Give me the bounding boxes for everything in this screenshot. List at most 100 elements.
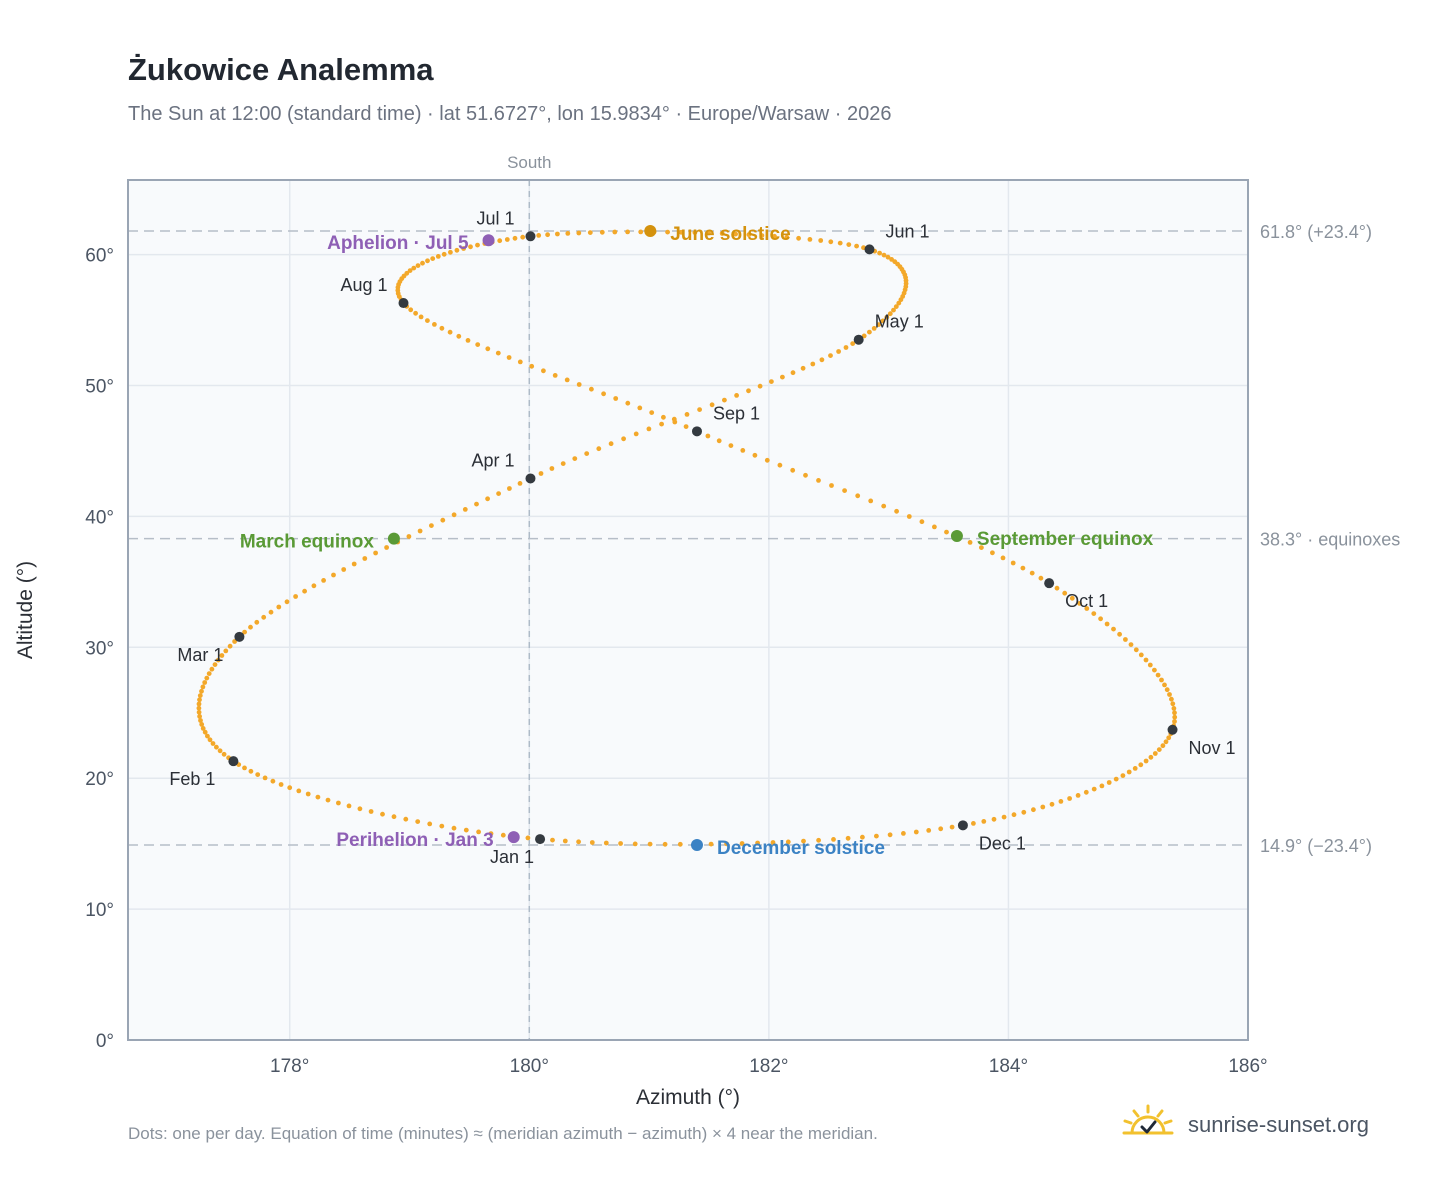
daily-dot xyxy=(926,828,932,833)
daily-dot xyxy=(757,383,763,389)
daily-dot xyxy=(647,841,653,847)
daily-dot xyxy=(336,800,341,806)
daily-dot xyxy=(1106,780,1112,785)
month-label: Aug 1 xyxy=(340,275,387,295)
daily-dot xyxy=(638,229,644,235)
daily-dot xyxy=(1038,575,1044,581)
daily-dot xyxy=(885,254,891,260)
daily-dot xyxy=(1029,570,1035,576)
daily-dot xyxy=(819,357,825,363)
chart-title: Żukowice Analemma xyxy=(128,52,434,87)
daily-dot xyxy=(474,501,479,507)
daily-dot xyxy=(1172,710,1177,716)
daily-dot xyxy=(881,503,887,509)
daily-dot xyxy=(538,471,544,476)
daily-dot xyxy=(1031,807,1036,813)
daily-dot xyxy=(589,840,595,845)
daily-dot xyxy=(672,419,678,425)
month-marker xyxy=(234,631,245,642)
event-label: March equinox xyxy=(240,532,375,553)
brand[interactable]: sunrise-sunset.org xyxy=(1120,1100,1369,1150)
daily-dot xyxy=(1138,652,1144,658)
daily-dot xyxy=(287,785,293,791)
daily-dot xyxy=(1143,758,1149,764)
daily-dot xyxy=(425,258,430,264)
daily-dot xyxy=(1010,560,1016,566)
daily-dot xyxy=(746,232,752,238)
daily-dot xyxy=(746,388,751,394)
daily-dot xyxy=(603,840,609,846)
footnote: Dots: one per day. Equation of time (min… xyxy=(128,1124,878,1143)
daily-dot xyxy=(497,238,503,244)
daily-dot xyxy=(465,338,471,343)
plot-border xyxy=(127,179,1249,1041)
daily-dot xyxy=(662,841,668,847)
daily-dot xyxy=(380,811,385,817)
y-tick-label: 0° xyxy=(96,1031,114,1052)
daily-dot xyxy=(665,229,670,235)
daily-dot xyxy=(816,478,821,483)
month-marker xyxy=(853,334,864,345)
daily-dot xyxy=(278,782,284,787)
daily-dot xyxy=(196,709,202,715)
daily-dot xyxy=(362,556,368,561)
daily-dot xyxy=(1120,773,1126,778)
y-tick-label: 60° xyxy=(85,246,114,267)
daily-dot xyxy=(601,391,606,397)
daily-dot xyxy=(913,829,919,835)
daily-dot xyxy=(341,567,347,572)
daily-dot xyxy=(1020,565,1026,571)
daily-dot xyxy=(790,370,796,376)
daily-dot xyxy=(850,341,856,346)
event-marker xyxy=(690,838,703,851)
month-marker xyxy=(1167,724,1178,735)
x-tick-label: 182° xyxy=(749,1056,788,1077)
daily-dot xyxy=(613,396,619,401)
daily-dot xyxy=(1132,766,1138,771)
daily-dot xyxy=(242,765,247,771)
daily-dot xyxy=(373,550,378,556)
daily-dot xyxy=(1069,595,1075,601)
reference-label: 61.8° (+23.4°) xyxy=(1260,222,1372,242)
daily-dot xyxy=(411,265,417,271)
chart-subtitle: The Sun at 12:00 (standard time) · lat 5… xyxy=(128,103,892,125)
daily-dot xyxy=(677,841,683,847)
daily-dot xyxy=(901,831,906,836)
daily-dot xyxy=(199,722,205,727)
daily-dot xyxy=(202,729,208,735)
daily-dot xyxy=(1091,786,1097,792)
daily-dot xyxy=(198,718,203,723)
daily-dot xyxy=(1169,696,1174,702)
daily-dot xyxy=(784,234,790,240)
daily-dot xyxy=(967,540,973,545)
daily-dot xyxy=(488,831,494,836)
daily-dot xyxy=(415,263,421,268)
daily-dot xyxy=(818,238,824,243)
daily-dot xyxy=(357,806,363,812)
x-tick-label: 178° xyxy=(270,1056,309,1077)
daily-dot xyxy=(576,230,582,236)
month-label: Jan 1 xyxy=(490,847,534,867)
x-axis-title: Azimuth (°) xyxy=(636,1086,740,1109)
daily-dot xyxy=(1133,647,1139,653)
daily-dot xyxy=(697,407,702,412)
daily-dot xyxy=(262,775,268,781)
daily-dot xyxy=(565,231,571,236)
daily-dot xyxy=(214,744,219,750)
daily-dot xyxy=(311,583,317,589)
daily-dot xyxy=(200,726,206,731)
daily-dot xyxy=(708,841,714,847)
daily-dot xyxy=(432,322,437,327)
daily-dot xyxy=(1152,667,1157,673)
daily-dot xyxy=(197,697,202,703)
event-label: September equinox xyxy=(977,529,1154,550)
daily-dot xyxy=(315,794,321,800)
daily-dot xyxy=(739,841,745,846)
daily-dot xyxy=(1091,611,1097,616)
brand-name: sunrise-sunset.org xyxy=(1188,1112,1369,1137)
daily-dot xyxy=(1075,793,1081,798)
daily-dot xyxy=(1067,796,1072,801)
daily-dot xyxy=(599,229,605,235)
daily-dot xyxy=(991,816,997,822)
